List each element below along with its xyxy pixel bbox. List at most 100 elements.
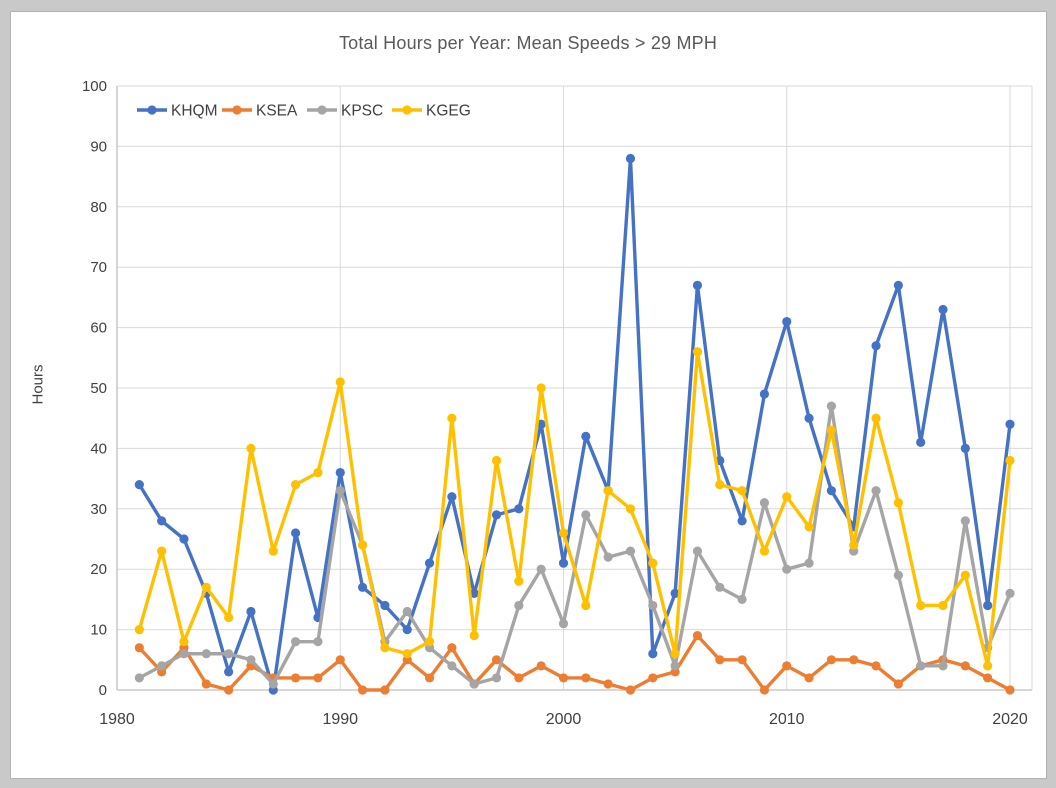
data-point-KGEG — [157, 546, 167, 556]
data-point-KGEG — [581, 600, 591, 611]
data-point-KPSC — [313, 637, 323, 647]
data-point-KHQM — [871, 341, 881, 351]
y-tick-label: 60 — [90, 320, 107, 337]
data-point-KHQM — [424, 558, 435, 568]
y-tick-label: 50 — [90, 380, 107, 397]
data-point-KSEA — [313, 673, 323, 683]
data-point-KHQM — [938, 304, 948, 315]
legend-item-KHQM: KHQM — [137, 103, 218, 120]
data-point-KPSC — [960, 516, 970, 526]
data-point-KPSC — [692, 546, 703, 556]
data-point-KSEA — [558, 673, 569, 683]
data-point-KPSC — [246, 655, 256, 665]
y-tick-label: 80 — [90, 199, 107, 216]
data-point-KPSC — [268, 679, 278, 689]
x-tick-label: 1990 — [322, 711, 358, 728]
data-point-KPSC — [826, 401, 837, 411]
data-point-KGEG — [826, 425, 837, 435]
legend-item-KGEG: KGEG — [392, 103, 471, 120]
series-line-KHQM — [137, 156, 1012, 692]
data-point-KSEA — [782, 661, 792, 671]
data-point-KSEA — [1005, 685, 1015, 695]
data-point-KGEG — [849, 540, 859, 550]
data-point-KPSC — [491, 673, 502, 683]
y-tick-label: 30 — [90, 501, 107, 518]
data-point-KPSC — [134, 673, 144, 683]
data-point-KGEG — [916, 600, 926, 611]
data-point-KPSC — [469, 679, 479, 689]
data-point-KHQM — [960, 443, 970, 453]
data-point-KGEG — [871, 413, 881, 423]
legend-label: KSEA — [256, 103, 298, 120]
y-tick-label: 70 — [90, 259, 107, 276]
data-point-KPSC — [782, 564, 792, 574]
data-point-KSEA — [291, 673, 301, 683]
y-tick-label: 90 — [90, 138, 107, 155]
data-point-KGEG — [648, 558, 658, 568]
data-point-KGEG — [737, 486, 747, 496]
x-tick-label: 2020 — [992, 711, 1028, 728]
legend-label: KPSC — [341, 103, 383, 120]
data-point-KHQM — [447, 492, 457, 502]
data-point-KSEA — [849, 655, 859, 665]
data-point-KPSC — [224, 649, 234, 659]
data-point-KPSC — [335, 486, 345, 496]
data-point-KPSC — [447, 661, 457, 671]
data-point-KHQM — [804, 413, 814, 423]
data-point-KSEA — [804, 673, 814, 683]
data-point-KHQM — [916, 437, 926, 447]
data-point-KPSC — [536, 564, 546, 574]
data-point-KGEG — [246, 443, 256, 453]
x-tick-label: 1980 — [99, 711, 135, 728]
data-point-KSEA — [581, 673, 591, 683]
y-tick-label: 10 — [90, 622, 107, 639]
data-point-KPSC — [1005, 588, 1015, 598]
data-point-KGEG — [960, 570, 970, 580]
data-point-KPSC — [804, 558, 814, 568]
data-point-KPSC — [157, 661, 167, 671]
data-point-KGEG — [983, 661, 993, 671]
data-point-KHQM — [134, 480, 144, 490]
data-point-KSEA — [625, 685, 636, 695]
data-point-KGEG — [447, 413, 457, 423]
data-point-KGEG — [335, 377, 345, 387]
y-tick-label: 40 — [90, 440, 107, 457]
data-point-KGEG — [938, 600, 948, 611]
data-point-KGEG — [603, 486, 613, 496]
legend-marker-dot — [147, 105, 157, 115]
data-point-KPSC — [938, 661, 948, 671]
data-point-KSEA — [424, 673, 435, 683]
data-point-KHQM — [291, 528, 301, 538]
data-point-KSEA — [447, 643, 457, 653]
legend-marker-dot — [232, 105, 242, 115]
data-point-KGEG — [402, 649, 412, 659]
y-axis-title: Hours — [29, 364, 47, 405]
data-point-KGEG — [558, 528, 569, 538]
data-point-KGEG — [357, 540, 368, 550]
data-point-KHQM — [357, 582, 368, 592]
chart-title: Total Hours per Year: Mean Speeds > 29 M… — [338, 33, 718, 53]
data-point-KSEA — [715, 655, 725, 665]
data-point-KGEG — [268, 546, 278, 556]
data-point-KPSC — [871, 486, 881, 496]
data-point-KHQM — [179, 534, 189, 544]
data-point-KGEG — [804, 522, 814, 532]
data-point-KSEA — [759, 685, 770, 695]
data-point-KHQM — [514, 504, 524, 514]
data-point-KPSC — [715, 582, 725, 592]
series-line-KGEG — [137, 350, 1012, 668]
data-point-KGEG — [759, 546, 770, 556]
data-point-KSEA — [692, 631, 703, 641]
data-point-KSEA — [514, 673, 524, 683]
data-point-KPSC — [581, 510, 591, 520]
data-point-KGEG — [893, 498, 903, 508]
data-point-KHQM — [491, 510, 502, 520]
data-point-KPSC — [737, 594, 747, 605]
data-point-KGEG — [536, 383, 546, 393]
x-tick-label: 2000 — [546, 711, 582, 728]
data-point-KSEA — [335, 655, 345, 665]
data-point-KSEA — [224, 685, 234, 695]
data-point-KGEG — [201, 582, 211, 592]
x-tick-label: 2010 — [769, 711, 805, 728]
data-point-KPSC — [648, 600, 658, 611]
